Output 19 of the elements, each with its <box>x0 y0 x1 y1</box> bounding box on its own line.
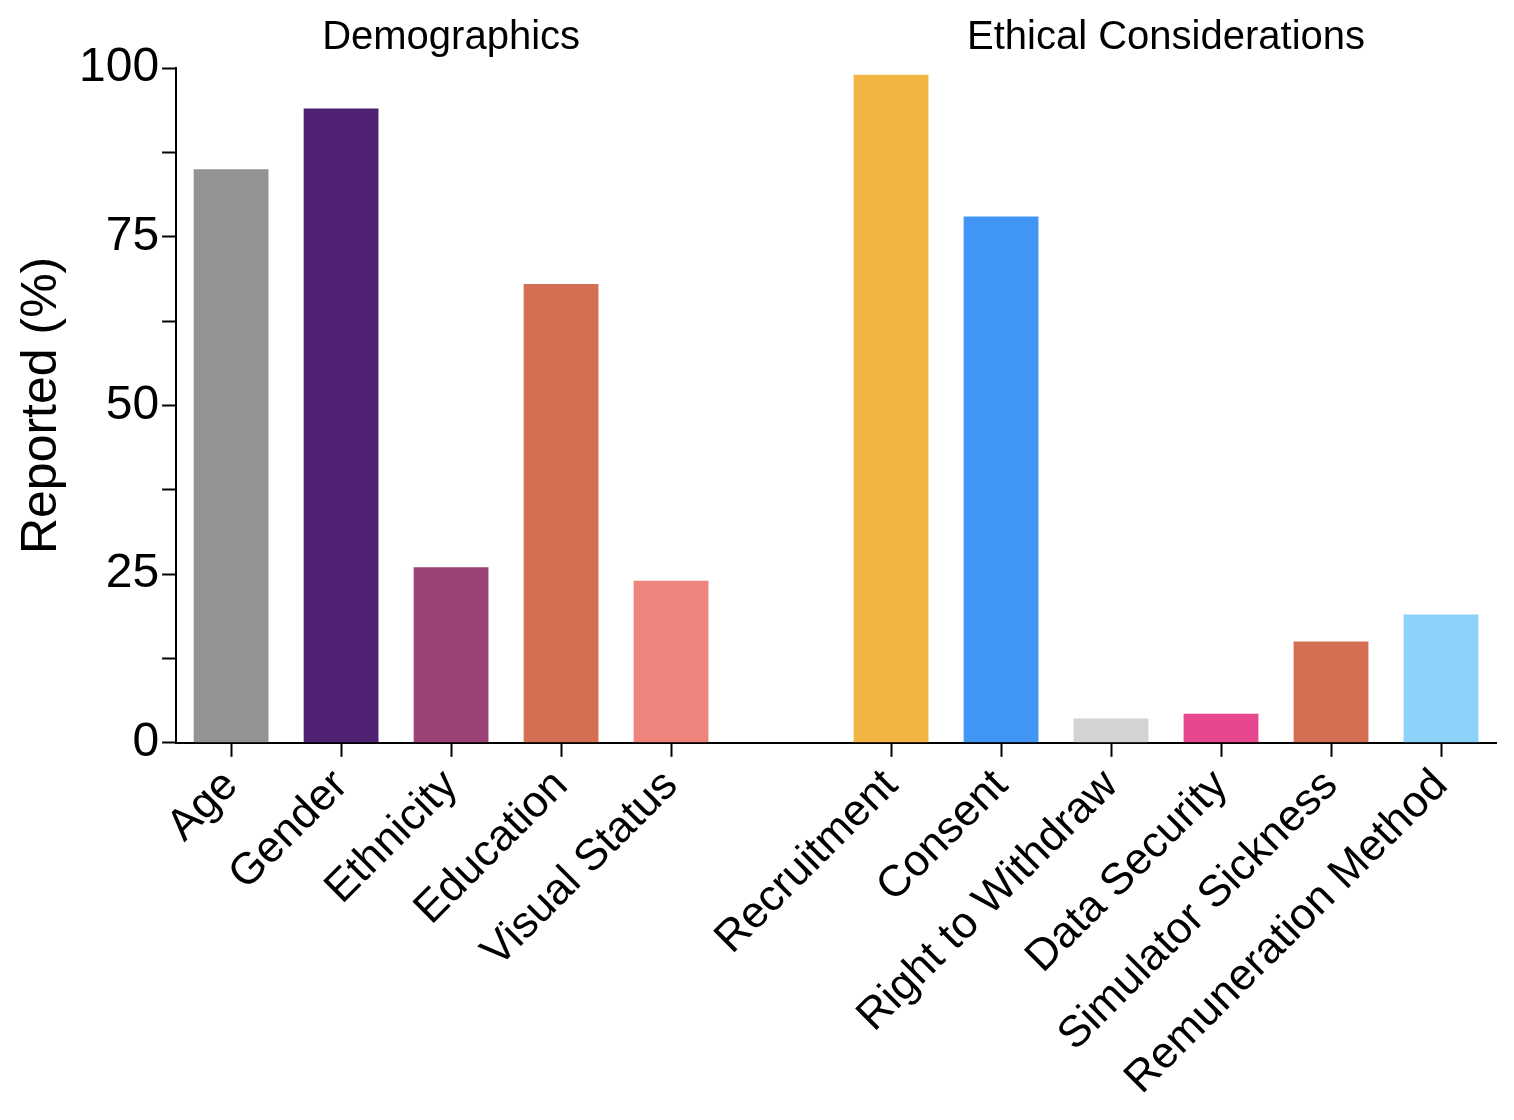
text: Demographics <box>322 13 581 58</box>
bar <box>1403 614 1479 743</box>
bar <box>633 580 709 743</box>
bar <box>1183 713 1259 743</box>
y-tick-label: 100 <box>78 38 160 92</box>
bar <box>303 108 379 743</box>
bar <box>193 169 269 743</box>
y-axis-title: Reported (%) <box>10 256 67 555</box>
bar <box>1073 718 1149 743</box>
bar <box>523 283 599 743</box>
bar <box>1293 641 1369 743</box>
bar <box>413 567 489 743</box>
y-tick-label: 25 <box>105 544 160 598</box>
text: Ethical Considerations <box>967 13 1366 58</box>
y-tick-label: 0 <box>132 713 160 767</box>
bar <box>963 216 1039 743</box>
y-tick-label: 50 <box>105 375 160 429</box>
y-tick-label: 75 <box>105 206 160 260</box>
bar <box>853 74 929 743</box>
